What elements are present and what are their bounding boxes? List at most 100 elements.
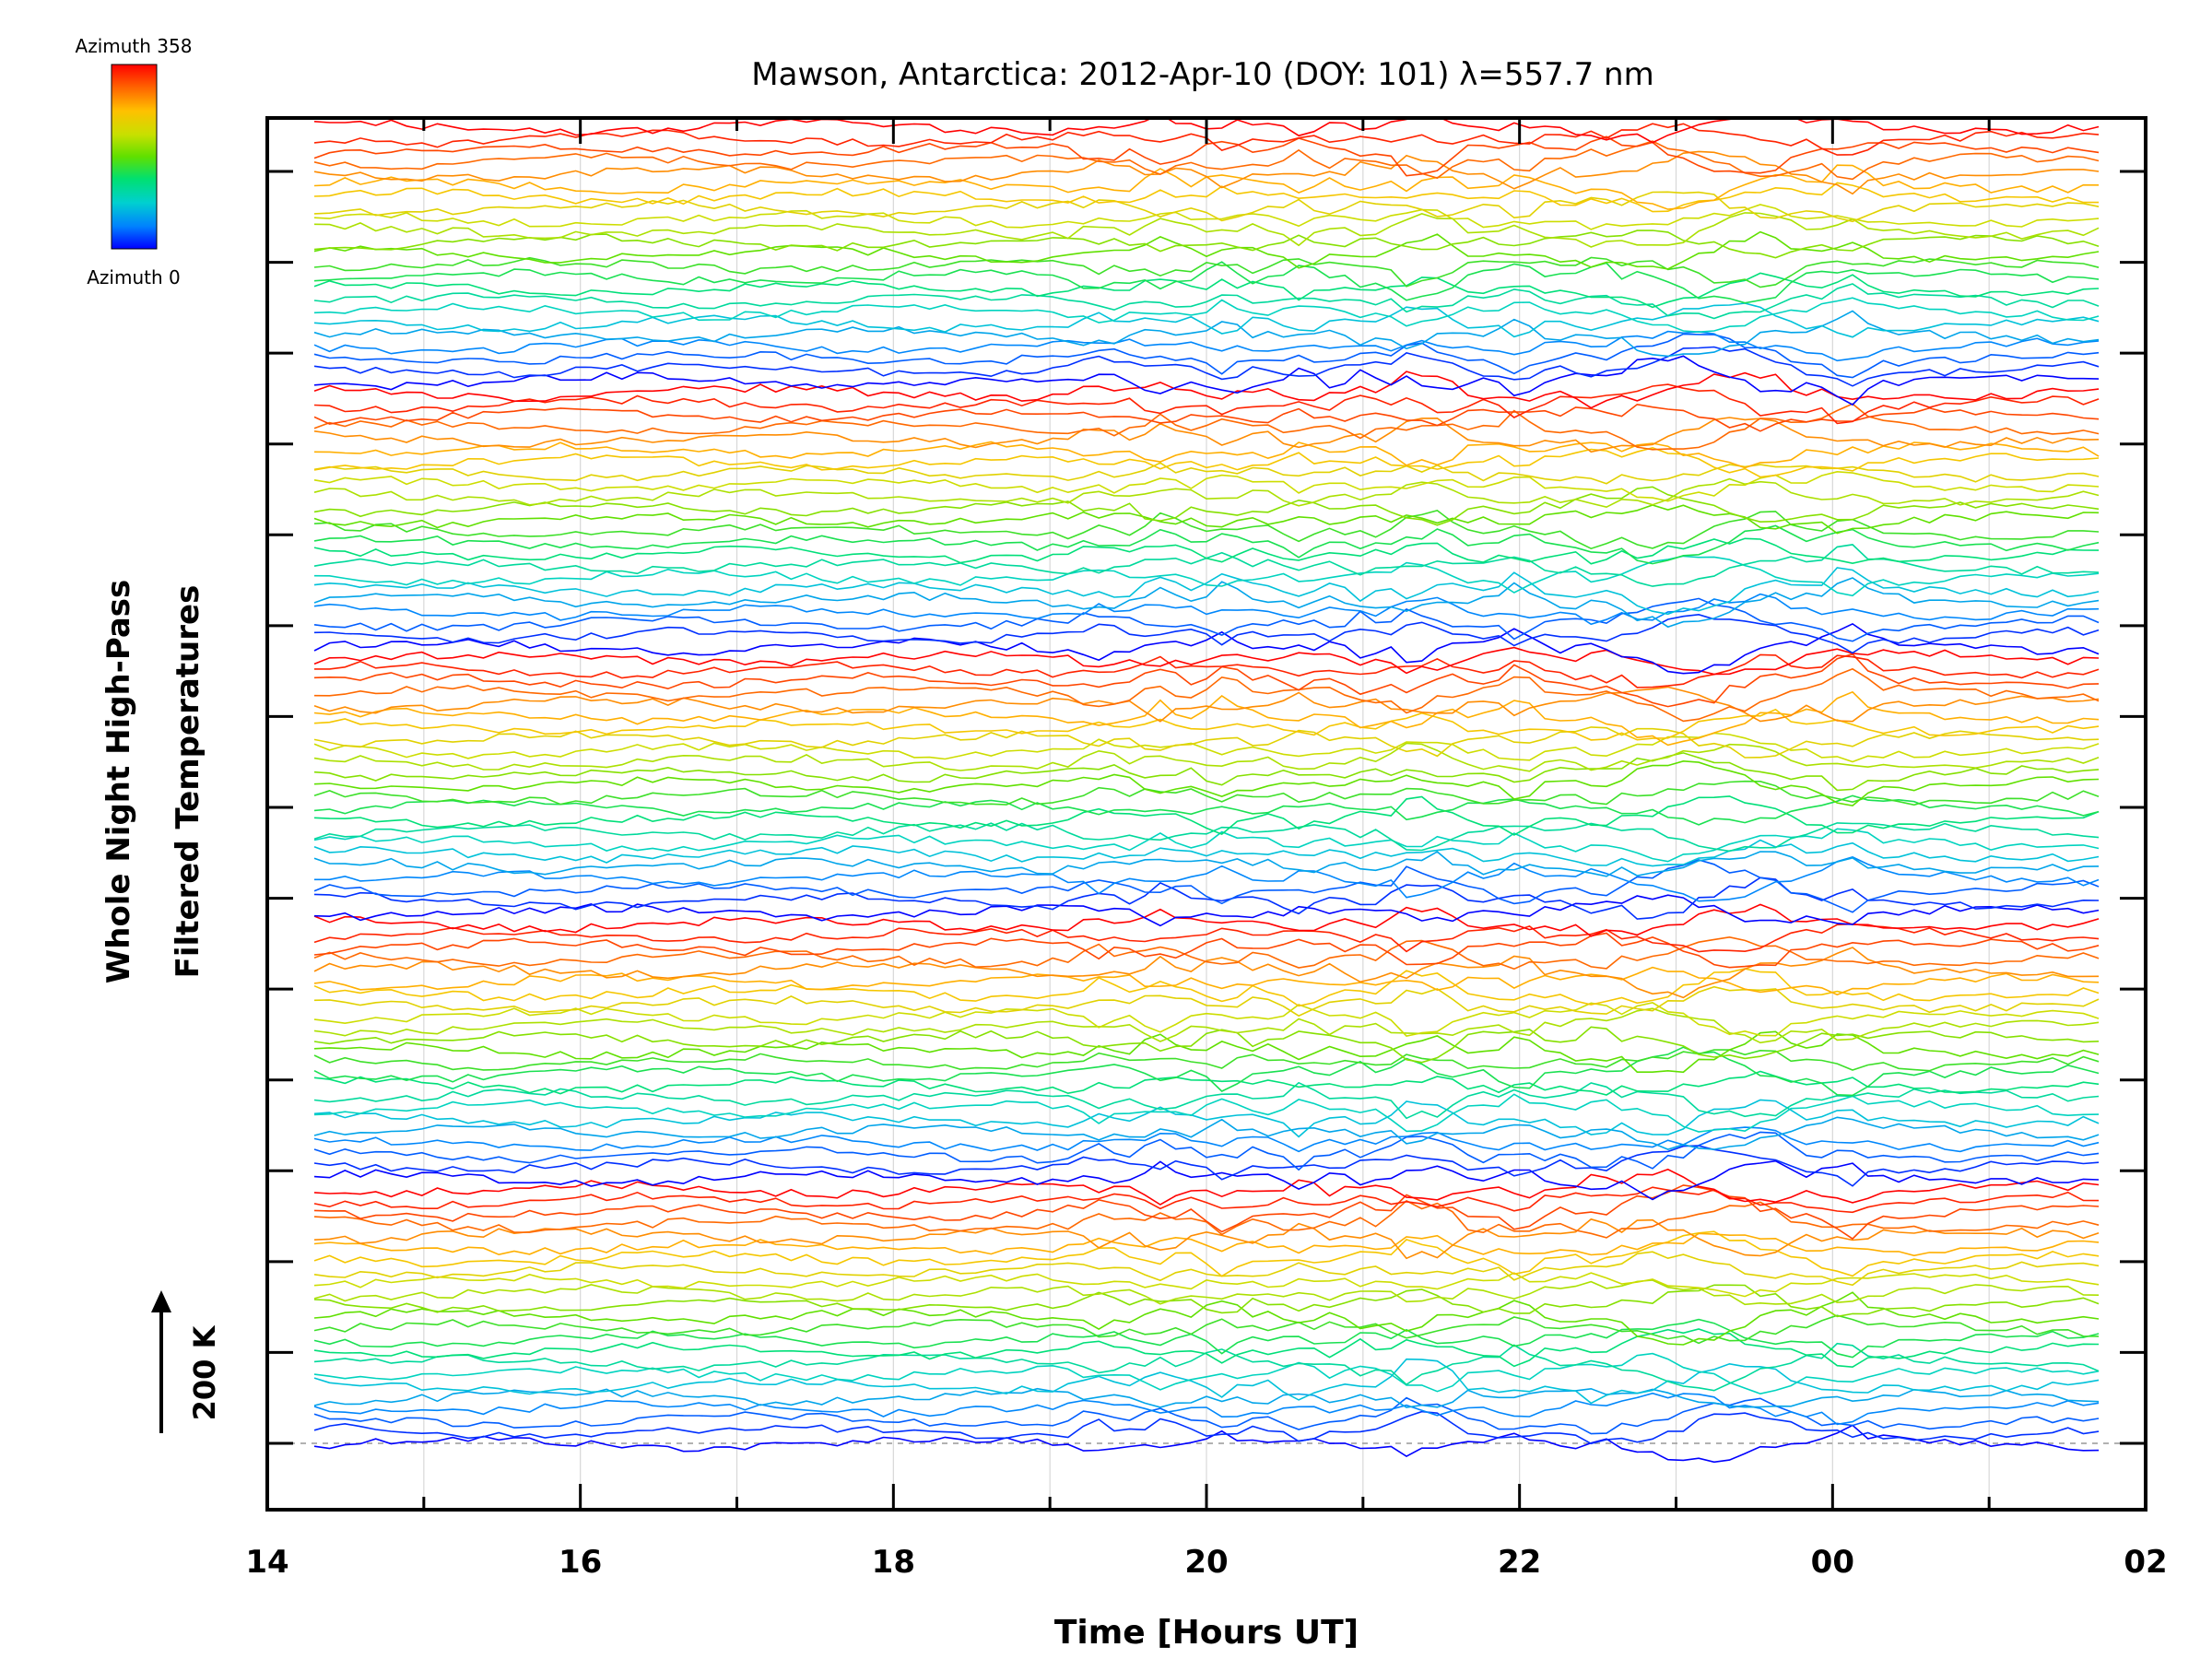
series-line <box>313 1279 2100 1306</box>
series-line <box>313 1284 2100 1318</box>
series-line <box>313 653 2100 708</box>
x-tick-label: 18 <box>872 1544 915 1581</box>
chart-title: Mawson, Antarctica: 2012-Apr-10 (DOY: 10… <box>751 56 1653 93</box>
series-line <box>313 1218 2100 1260</box>
series-line <box>313 1392 2100 1426</box>
series-line <box>313 1342 2100 1392</box>
series-line <box>313 1272 2100 1298</box>
series-line <box>313 1145 2100 1187</box>
series-line <box>313 504 2100 535</box>
series-line <box>313 726 2100 759</box>
series-line <box>313 686 2100 723</box>
series-line <box>313 1424 2100 1464</box>
ticks <box>265 118 2147 1510</box>
series-line <box>313 1049 2100 1072</box>
series-line <box>313 780 2100 806</box>
x-tick-label: 22 <box>1498 1544 1541 1581</box>
series-line <box>313 510 2100 550</box>
series-line <box>313 822 2100 853</box>
series-line <box>313 1099 2100 1138</box>
series-line <box>313 1002 2100 1037</box>
series-line <box>313 903 2100 937</box>
series-line <box>313 947 2100 999</box>
series-line <box>313 446 2100 478</box>
series-line <box>313 935 2100 971</box>
series-line <box>313 577 2100 629</box>
series-line <box>313 462 2100 485</box>
scale-arrow-head <box>151 1290 171 1312</box>
series-line <box>313 261 2100 304</box>
series-line <box>313 567 2100 616</box>
series-line <box>313 355 2100 406</box>
series-line <box>313 371 2100 409</box>
series-line <box>313 1093 2100 1133</box>
series-line <box>313 923 2100 953</box>
series-line <box>313 985 2100 1018</box>
series-line <box>313 256 2100 288</box>
series-line <box>313 1318 2100 1359</box>
series-line <box>313 794 2100 826</box>
series-line <box>313 555 2100 597</box>
series-line <box>313 622 2100 675</box>
series-group <box>313 118 2100 1464</box>
series-line <box>313 1081 2100 1120</box>
series-line <box>314 653 2100 688</box>
series-line <box>313 839 2100 867</box>
series-line <box>313 597 2100 642</box>
series-line <box>313 297 2100 334</box>
series-line <box>313 403 2100 432</box>
series-line <box>313 477 2100 509</box>
series-line <box>313 150 2100 195</box>
colorbar <box>111 64 158 250</box>
series-line <box>313 1328 2100 1369</box>
series-line <box>313 851 2100 877</box>
series-line <box>313 212 2100 248</box>
series-line <box>313 690 2100 747</box>
colorbar-top-label: Azimuth 358 <box>76 35 193 57</box>
series-line <box>313 1026 2100 1064</box>
series-line <box>313 417 2100 453</box>
x-tick-label: 14 <box>245 1544 288 1581</box>
series-line <box>313 752 2100 792</box>
series-line <box>313 1070 2100 1096</box>
y-axis-label-line1: Whole Night High-Pass <box>100 580 137 984</box>
series-line <box>313 667 2100 723</box>
series-line <box>313 182 2100 213</box>
series-line <box>313 383 2100 425</box>
series-line <box>313 310 2100 358</box>
series-line <box>313 1410 2100 1445</box>
series-line <box>313 229 2100 259</box>
series-line <box>313 524 2100 565</box>
series-line <box>313 470 2100 502</box>
series-line <box>313 1352 2100 1395</box>
series-line <box>313 1387 2100 1408</box>
series-line <box>313 1230 2100 1277</box>
series-line <box>313 441 2100 469</box>
series-line <box>313 1184 2100 1241</box>
x-tick-label: 16 <box>559 1544 602 1581</box>
series-line <box>313 1251 2100 1287</box>
series-line <box>313 966 2100 996</box>
series-line <box>313 486 2100 526</box>
series-line <box>313 932 2100 969</box>
series-line <box>313 272 2100 309</box>
series-line <box>313 333 2100 379</box>
series-line <box>313 1159 2100 1201</box>
series-line <box>313 1314 2100 1345</box>
series-line <box>313 1030 2100 1074</box>
x-tick-label: 02 <box>2124 1544 2167 1581</box>
scale-indicator: 200 K <box>151 1290 222 1433</box>
series-line <box>313 613 2100 654</box>
series-line <box>313 1186 2100 1214</box>
series-line <box>313 593 2100 626</box>
series-line <box>313 894 2100 927</box>
series-line <box>314 856 2100 902</box>
series-line <box>313 859 2100 913</box>
series-line <box>313 1291 2100 1346</box>
series-line <box>313 795 2100 836</box>
series-line <box>313 1358 2100 1405</box>
series-line <box>313 1046 2100 1097</box>
series-line <box>313 283 2100 320</box>
series-line <box>313 204 2100 230</box>
